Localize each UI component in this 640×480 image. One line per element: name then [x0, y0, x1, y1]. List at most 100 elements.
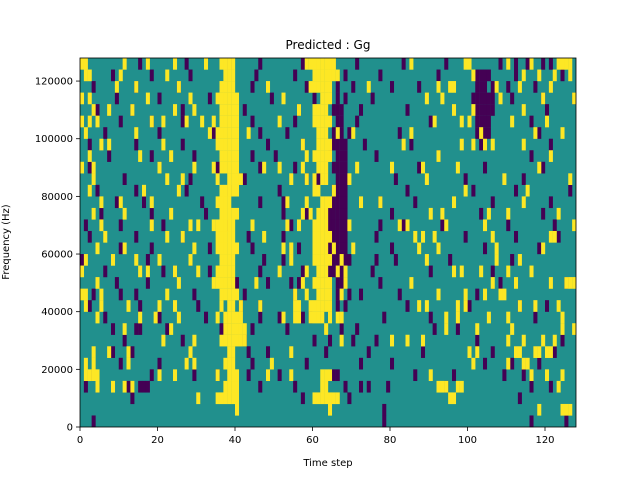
heatmap-cell-low: [122, 173, 127, 185]
heatmap-cell-high: [176, 81, 181, 93]
heatmap-cell-high: [134, 254, 139, 266]
heatmap-cell-high: [471, 357, 476, 370]
heatmap-cell-high: [421, 230, 426, 243]
heatmap-cell-high: [173, 58, 178, 70]
heatmap-cell-low: [331, 127, 336, 139]
heatmap-cell-high: [316, 150, 321, 162]
heatmap-cell-high: [490, 230, 495, 243]
heatmap-cell-high: [331, 392, 336, 405]
heatmap-cell-high: [235, 288, 240, 301]
heatmap-cell-high: [192, 104, 197, 116]
heatmap-cell-high: [173, 265, 178, 278]
heatmap-cell-high: [266, 81, 271, 93]
heatmap-cell-high: [560, 323, 565, 335]
heatmap-cell-high: [347, 219, 352, 232]
heatmap-cell-low: [498, 277, 503, 289]
heatmap-cell-low: [118, 115, 123, 128]
heatmap-cell-high: [215, 219, 220, 232]
heatmap-cell-low: [297, 277, 302, 289]
heatmap-cell-low: [281, 196, 286, 209]
heatmap-cell-high: [444, 219, 449, 232]
heatmap-cell-high: [83, 58, 88, 70]
heatmap-cell-low: [103, 265, 108, 278]
heatmap-cell-high: [231, 277, 236, 289]
heatmap-cell-low: [211, 127, 216, 139]
heatmap-cell-high: [223, 196, 228, 209]
heatmap-cell-high: [231, 230, 236, 243]
heatmap-cell-low: [335, 369, 340, 382]
heatmap-cell-low: [521, 173, 526, 185]
heatmap-cell-high: [215, 242, 220, 255]
heatmap-cell-high: [521, 196, 526, 209]
heatmap-cell-low: [393, 254, 398, 266]
heatmap-cell-low: [428, 115, 433, 128]
heatmap-cell-high: [324, 230, 329, 243]
heatmap-cell-high: [316, 219, 321, 232]
heatmap-cell-low: [490, 104, 495, 116]
heatmap-cell-high: [312, 150, 317, 162]
heatmap-cell-high: [145, 58, 150, 70]
heatmap-cell-low: [490, 265, 495, 278]
heatmap-cell-high: [235, 161, 240, 174]
heatmap-cell-low: [304, 81, 309, 93]
heatmap-cell-high: [219, 138, 224, 151]
heatmap-cell-low: [180, 138, 185, 151]
heatmap-cell-high: [215, 173, 220, 185]
heatmap-cell-high: [169, 207, 174, 220]
heatmap-cell-high: [219, 230, 224, 243]
heatmap-cell-high: [122, 58, 127, 70]
heatmap-cell-high: [351, 127, 356, 139]
heatmap-cell-high: [312, 184, 317, 197]
heatmap-cell-high: [165, 69, 170, 82]
heatmap-cell-high: [320, 219, 325, 232]
heatmap-cell-high: [455, 300, 460, 312]
heatmap-cell-low: [463, 173, 468, 185]
heatmap-cell-high: [436, 380, 441, 393]
heatmap-cell-high: [452, 104, 457, 116]
heatmap-cell-low: [339, 265, 344, 278]
heatmap-cell-low: [393, 173, 398, 185]
heatmap-cell-high: [196, 265, 201, 278]
heatmap-cell-high: [316, 254, 321, 266]
heatmap-cell-low: [83, 380, 88, 393]
heatmap-cell-high: [312, 69, 317, 82]
heatmap-cell-high: [320, 81, 325, 93]
heatmap-cell-high: [122, 380, 127, 393]
heatmap-cell-low: [138, 300, 143, 312]
heatmap-cell-high: [320, 254, 325, 266]
heatmap-cell-high: [324, 369, 329, 382]
heatmap-cell-high: [223, 219, 228, 232]
heatmap-cell-low: [355, 115, 360, 128]
heatmap-cell-low: [293, 69, 298, 82]
heatmap-cell-high: [242, 334, 247, 347]
heatmap-cell-high: [223, 242, 228, 255]
heatmap-cell-low: [552, 219, 557, 232]
heatmap-cell-high: [238, 300, 243, 312]
heatmap-cell-high: [541, 92, 546, 105]
heatmap-cell-high: [219, 334, 224, 347]
heatmap-cell-high: [173, 300, 178, 312]
heatmap-cell-high: [223, 92, 228, 105]
heatmap-cell-high: [227, 173, 232, 185]
heatmap-cell-low: [343, 92, 348, 105]
heatmap-cell-high: [568, 69, 573, 82]
heatmap-cell-high: [211, 115, 216, 128]
heatmap-cell-high: [83, 69, 88, 82]
heatmap-cell-low: [207, 265, 212, 278]
heatmap-cell-high: [417, 300, 422, 312]
heatmap-cell-low: [293, 380, 298, 393]
heatmap-cell-low: [335, 92, 340, 105]
heatmap-cell-high: [192, 357, 197, 370]
heatmap-cell-high: [87, 369, 92, 382]
x-axis-label: Time step: [302, 458, 352, 469]
heatmap-cell-high: [130, 104, 135, 116]
heatmap-cell-low: [564, 415, 569, 428]
heatmap-cell-high: [235, 127, 240, 139]
heatmap-cell-high: [227, 380, 232, 393]
heatmap-cell-high: [328, 150, 333, 162]
heatmap-cell-low: [374, 334, 379, 347]
heatmap-cell-high: [556, 58, 561, 70]
heatmap-cell-high: [231, 104, 236, 116]
heatmap-cell-low: [343, 242, 348, 255]
heatmap-cell-high: [359, 196, 364, 209]
